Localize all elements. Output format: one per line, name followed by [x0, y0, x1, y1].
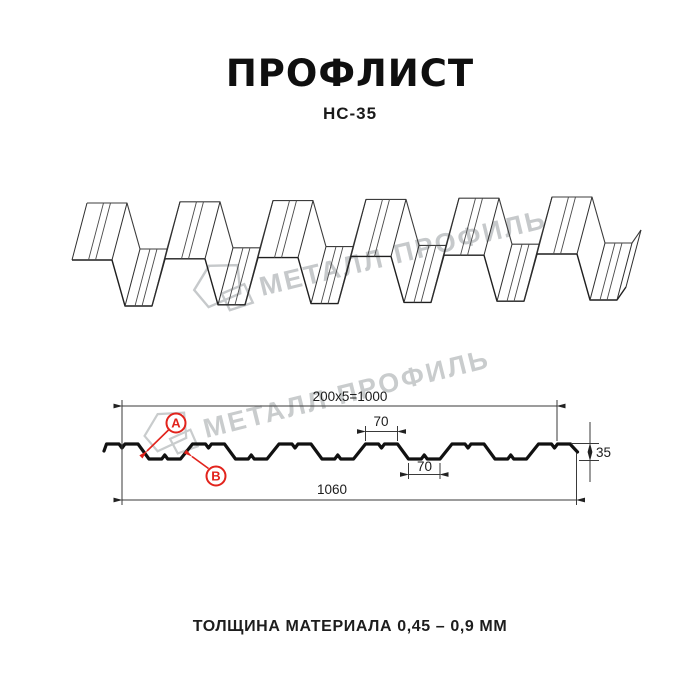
header: ПРОФЛИСТ НС-35 [0, 52, 700, 124]
watermark-text-3d: МЕТАЛЛ ПРОФИЛЬ [256, 204, 549, 302]
dim-module-width-value: 200x5=1000 [313, 389, 388, 404]
watermark-logo-3d [192, 263, 255, 312]
dim-overall-width [113, 453, 585, 505]
dim-module-width [113, 400, 566, 505]
callout-b-label: В [211, 469, 220, 484]
watermark-logo-section [143, 411, 200, 455]
material-thickness-caption: ТОЛЩИНА МАТЕРИАЛА 0,45 – 0,9 ММ [192, 618, 508, 635]
page-title: ПРОФЛИСТ [225, 52, 475, 95]
profiled-sheet-3d-view [71, 196, 642, 307]
dim-crest-width-value: 70 [373, 414, 388, 429]
dim-crest-width [357, 426, 406, 441]
dim-valley-width [400, 463, 449, 479]
profile-model-subtitle: НС-35 [322, 104, 378, 123]
callout-a: А [139, 412, 187, 459]
dim-valley-width-value: 70 [417, 459, 432, 474]
dim-profile-height-value: 35 [596, 445, 611, 460]
dim-overall-width-value: 1060 [317, 482, 347, 497]
cross-section-profile [102, 442, 580, 461]
callout-b: В [183, 449, 227, 487]
callout-a-label: А [171, 416, 181, 431]
dim-profile-height [571, 422, 599, 482]
